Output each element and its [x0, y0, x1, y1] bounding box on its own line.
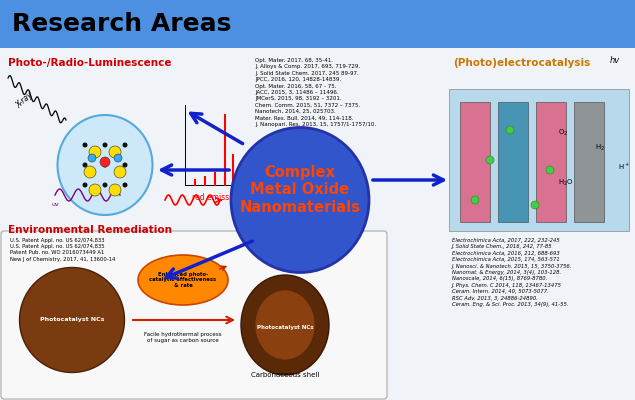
Ellipse shape	[255, 290, 315, 360]
Ellipse shape	[138, 255, 228, 305]
Text: red emission: red emission	[192, 193, 241, 202]
Text: (Photo)electrocatalysis: (Photo)electrocatalysis	[453, 58, 591, 68]
Text: uv: uv	[52, 202, 60, 207]
Text: H$_2$: H$_2$	[595, 143, 605, 153]
Text: H$_2$O: H$_2$O	[558, 178, 573, 188]
Circle shape	[88, 154, 96, 162]
Circle shape	[100, 157, 110, 167]
Text: Enhanced photo-
catalytic effectiveness
& rate: Enhanced photo- catalytic effectiveness …	[149, 272, 217, 288]
Text: Facile hydrothermal process
of sugar as carbon source: Facile hydrothermal process of sugar as …	[144, 332, 222, 343]
Text: H$^+$: H$^+$	[618, 162, 630, 172]
FancyBboxPatch shape	[460, 102, 490, 222]
Circle shape	[89, 146, 101, 158]
FancyBboxPatch shape	[574, 102, 604, 222]
FancyBboxPatch shape	[1, 231, 387, 399]
Circle shape	[83, 162, 88, 168]
Text: Environmental Remediation: Environmental Remediation	[8, 225, 172, 235]
Text: Photo-/Radio-Luminescence: Photo-/Radio-Luminescence	[8, 58, 171, 68]
Text: U.S. Patent Appl. no. US 62/074,833
U.S. Patent Appl. no. US 62/074,835
Patent P: U.S. Patent Appl. no. US 62/074,833 U.S.…	[10, 238, 116, 262]
Text: Research Areas: Research Areas	[12, 12, 231, 36]
Circle shape	[486, 156, 494, 164]
Circle shape	[102, 142, 107, 148]
Circle shape	[506, 126, 514, 134]
Circle shape	[102, 182, 107, 188]
Circle shape	[471, 196, 479, 204]
Text: Electrochimica Acta, 2017, 222, 232-245
J. Solid State Chem., 2016, 242, 77-85
E: Electrochimica Acta, 2017, 222, 232-245 …	[452, 238, 572, 307]
Text: Photocatalyst NCs: Photocatalyst NCs	[40, 318, 104, 322]
FancyBboxPatch shape	[0, 48, 635, 400]
Circle shape	[123, 142, 128, 148]
FancyBboxPatch shape	[536, 102, 566, 222]
Circle shape	[123, 162, 128, 168]
Text: Photocatalyst NCs: Photocatalyst NCs	[257, 326, 313, 330]
Text: X-ray: X-ray	[14, 90, 34, 110]
Circle shape	[109, 184, 121, 196]
Circle shape	[102, 162, 107, 168]
Circle shape	[83, 142, 88, 148]
Ellipse shape	[241, 275, 329, 375]
Circle shape	[546, 166, 554, 174]
FancyBboxPatch shape	[449, 89, 629, 231]
Text: Complex
Metal Oxide
Nanomaterials: Complex Metal Oxide Nanomaterials	[239, 165, 361, 215]
Ellipse shape	[58, 115, 152, 215]
Circle shape	[89, 184, 101, 196]
Circle shape	[114, 166, 126, 178]
Text: Carbonaceous shell: Carbonaceous shell	[251, 372, 319, 378]
Text: hv: hv	[610, 56, 620, 65]
Circle shape	[84, 166, 96, 178]
Circle shape	[123, 182, 128, 188]
Ellipse shape	[20, 268, 124, 372]
Text: O$_2$: O$_2$	[558, 128, 568, 138]
Ellipse shape	[231, 128, 369, 272]
FancyBboxPatch shape	[0, 0, 635, 48]
Circle shape	[83, 182, 88, 188]
Text: Opt. Mater. 2017, 68, 35-41.
J. Alloys & Comp. 2017, 693, 719-729.
J. Solid Stat: Opt. Mater. 2017, 68, 35-41. J. Alloys &…	[255, 58, 376, 127]
FancyBboxPatch shape	[498, 102, 528, 222]
Circle shape	[531, 201, 539, 209]
Circle shape	[114, 154, 122, 162]
Circle shape	[109, 146, 121, 158]
